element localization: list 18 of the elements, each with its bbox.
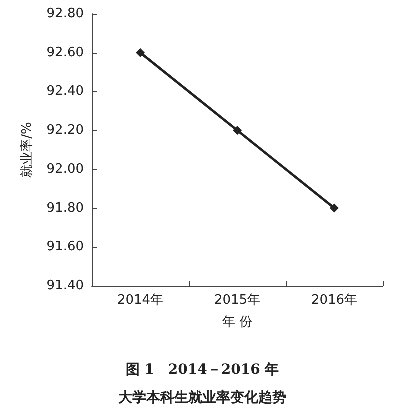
point (330, 204, 339, 213)
x-axis-title: 年 份 (222, 315, 253, 330)
point (136, 48, 145, 58)
y-tick-label: 91.60 (46, 240, 84, 255)
y-tick-label: 92.00 (46, 162, 84, 177)
y-axis-title: 就业率/% (19, 122, 35, 178)
x-tick-label: 2016年 (311, 293, 358, 308)
x-tick-label: 2015年 (214, 293, 261, 308)
y-tick-label: 91.40 (46, 278, 84, 294)
x-tick-label: 2014年 (117, 293, 164, 308)
y-tick-label: 92.80 (46, 6, 84, 22)
y-tick-label: 92.40 (46, 84, 84, 100)
point (233, 126, 242, 136)
text: 大学本科生就业率变化趋势 (118, 389, 286, 406)
y-tick-label: 91.80 (46, 200, 84, 216)
y-tick-label: 92.60 (46, 45, 84, 60)
text: 图 1 2014－2016 年 (126, 362, 280, 378)
y-tick-label: 92.20 (46, 123, 84, 138)
